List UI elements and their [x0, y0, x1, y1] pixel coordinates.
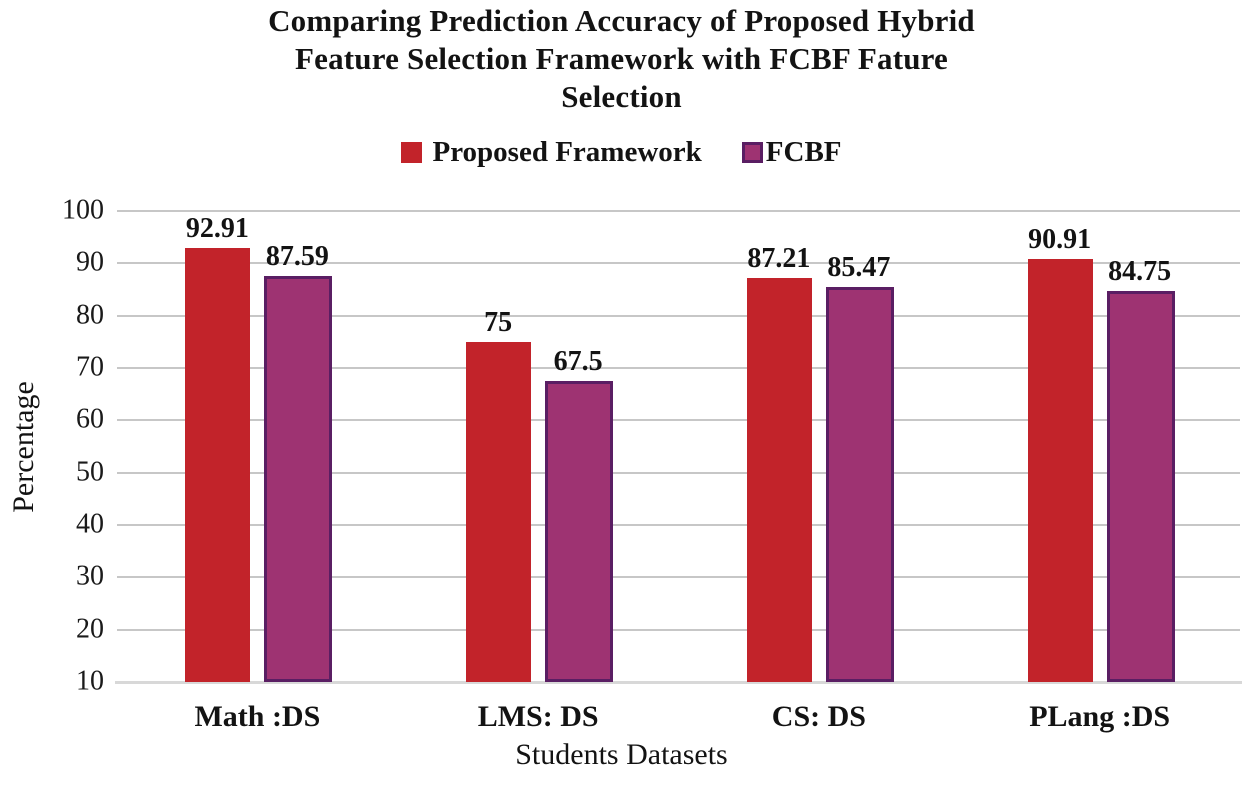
bar-value-label: 67.5 [553, 346, 603, 378]
y-tick-label: 10 [76, 665, 104, 697]
legend-swatch-proposed-framework [401, 142, 423, 163]
y-tick-label: 100 [62, 194, 104, 226]
legend-item-proposed-framework: Proposed Framework [401, 136, 702, 169]
gridline [117, 628, 1240, 631]
chart-title: Comparing Prediction Accuracy of Propose… [268, 3, 975, 114]
y-tick-label: 80 [76, 299, 104, 331]
gridline [117, 366, 1240, 369]
x-tick-label: CS: DS [771, 700, 866, 733]
x-axis-ticks: Math :DS LMS: DS CS: DS PLang :DS [117, 700, 1240, 736]
gridline [117, 419, 1240, 422]
legend-item-fcbf: FCBF [741, 136, 842, 169]
y-tick-label: 90 [76, 246, 104, 278]
y-tick-label: 50 [76, 456, 104, 488]
bar-value-label: 87.59 [265, 240, 329, 272]
gridline [117, 210, 1240, 212]
bar-value-label: 92.91 [185, 213, 249, 245]
x-axis-title: Students Datasets [515, 738, 728, 771]
y-tick-label: 40 [76, 508, 104, 540]
y-tick-label: 70 [76, 351, 104, 383]
x-tick-label: Math :DS [194, 700, 321, 733]
gridline [117, 523, 1240, 526]
bar-group: 87.21 85.47 [679, 211, 960, 682]
bar-fcbf [825, 287, 894, 682]
y-tick-label: 60 [76, 403, 104, 435]
legend-swatch-fcbf [741, 142, 763, 163]
y-tick-label: 30 [76, 560, 104, 592]
x-axis-line [115, 681, 1242, 684]
legend-label: FCBF [765, 136, 842, 168]
bar-fcbf [545, 381, 614, 682]
bar-group: 90.91 84.75 [959, 211, 1240, 682]
bar-value-label: 85.47 [827, 252, 891, 284]
bar-proposed-framework [466, 341, 532, 682]
bar-proposed-framework [1027, 258, 1093, 682]
legend-label: Proposed Framework [432, 136, 702, 168]
legend: Proposed Framework FCBF [0, 136, 1243, 169]
bar-value-label: 87.21 [747, 242, 811, 274]
bar-proposed-framework [185, 248, 251, 682]
bar-group: 75 67.5 [398, 211, 679, 682]
gridline [117, 262, 1240, 265]
bar-value-label: 75 [484, 306, 513, 338]
bar-group: 92.91 87.59 [117, 211, 398, 682]
gridline [117, 314, 1240, 317]
x-tick-label: PLang :DS [1029, 700, 1171, 733]
bar-proposed-framework [746, 277, 812, 682]
gridline [117, 576, 1240, 579]
plot-area: 92.91 87.59 75 67.5 87.21 85.47 90.91 84.75 [115, 210, 1242, 684]
y-axis-ticks: 100 90 80 70 60 50 40 30 20 10 [0, 194, 104, 696]
bar-fcbf [264, 275, 333, 682]
bar-fcbf [1106, 290, 1175, 682]
bar-value-label: 84.75 [1108, 255, 1172, 287]
bar-value-label: 90.91 [1028, 223, 1092, 255]
y-tick-label: 20 [76, 613, 104, 645]
gridline [117, 471, 1240, 474]
x-tick-label: LMS: DS [477, 700, 599, 733]
